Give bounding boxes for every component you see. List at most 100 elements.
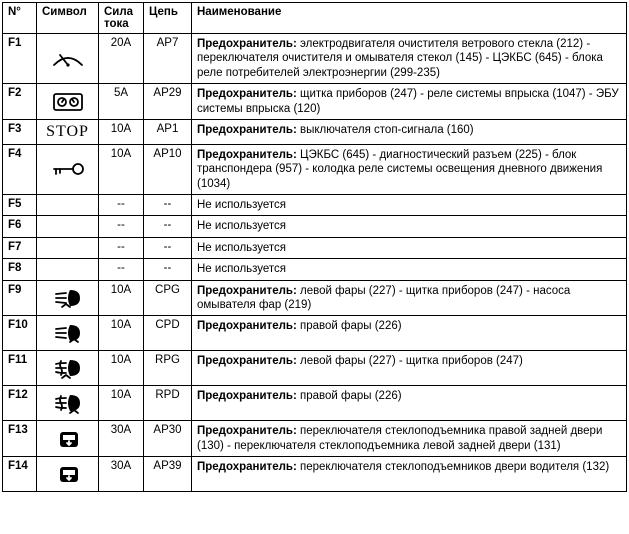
- fuse-number: F9: [3, 280, 37, 316]
- beam-left-wash-icon: [48, 286, 88, 310]
- key-icon: [48, 157, 88, 181]
- fuse-number: F13: [3, 421, 37, 457]
- table-row: F1430AAP39Предохранитель: переключателя …: [3, 457, 627, 492]
- header-symbol: Символ: [37, 3, 99, 34]
- unused-label: Не используется: [197, 242, 286, 254]
- circuit-cell: AP7: [144, 34, 192, 84]
- header-circuit: Цепь: [144, 3, 192, 34]
- fog-right-icon: [48, 391, 88, 415]
- current-cell: 30A: [99, 421, 144, 457]
- window-driver-icon: [48, 462, 88, 486]
- fuse-prefix: Предохранитель:: [197, 355, 297, 367]
- symbol-cell: [37, 144, 99, 194]
- circuit-cell: --: [144, 195, 192, 216]
- symbol-cell: [37, 421, 99, 457]
- circuit-cell: --: [144, 259, 192, 280]
- fuse-number: F3: [3, 119, 37, 144]
- circuit-cell: AP1: [144, 119, 192, 144]
- header-row: N° Символ Сила тока Цепь Наименование: [3, 3, 627, 34]
- header-current: Сила тока: [99, 3, 144, 34]
- table-row: F120AAP7Предохранитель: электродвигателя…: [3, 34, 627, 84]
- current-cell: 30A: [99, 457, 144, 492]
- circuit-cell: AP30: [144, 421, 192, 457]
- description-cell: Предохранитель: переключателя стеклоподъ…: [192, 421, 627, 457]
- symbol-cell: [37, 351, 99, 386]
- current-cell: --: [99, 195, 144, 216]
- fuse-description: переключателя стеклоподъемников двери во…: [297, 461, 609, 473]
- fuse-prefix: Предохранитель:: [197, 320, 297, 332]
- description-cell: Не используется: [192, 195, 627, 216]
- circuit-cell: RPG: [144, 351, 192, 386]
- symbol-cell: [37, 34, 99, 84]
- fuse-number: F4: [3, 144, 37, 194]
- fuse-description: выключателя стоп-сигнала (160): [297, 124, 474, 136]
- fuse-number: F1: [3, 34, 37, 84]
- fuse-prefix: Предохранитель:: [197, 390, 297, 402]
- description-cell: Предохранитель: выключателя стоп-сигнала…: [192, 119, 627, 144]
- circuit-cell: --: [144, 237, 192, 258]
- symbol-cell: [37, 259, 99, 280]
- fuse-prefix: Предохранитель:: [197, 149, 297, 161]
- circuit-cell: AP39: [144, 457, 192, 492]
- stop-icon: STOP: [42, 123, 93, 141]
- description-cell: Предохранитель: левой фары (227) - щитка…: [192, 280, 627, 316]
- fuse-prefix: Предохранитель:: [197, 38, 297, 50]
- fuse-prefix: Предохранитель:: [197, 461, 297, 473]
- current-cell: 10A: [99, 316, 144, 351]
- fuse-prefix: Предохранитель:: [197, 285, 297, 297]
- table-row: F1210ARPDПредохранитель: правой фары (22…: [3, 386, 627, 421]
- fuse-number: F10: [3, 316, 37, 351]
- table-row: F8 ---- Не используется: [3, 259, 627, 280]
- description-cell: Не используется: [192, 216, 627, 237]
- table-row: F910ACPGПредохранитель: левой фары (227)…: [3, 280, 627, 316]
- current-cell: --: [99, 259, 144, 280]
- unused-label: Не используется: [197, 220, 286, 232]
- symbol-cell: [37, 457, 99, 492]
- symbol-cell: [37, 280, 99, 316]
- fuse-number: F5: [3, 195, 37, 216]
- current-cell: 10A: [99, 119, 144, 144]
- current-cell: --: [99, 216, 144, 237]
- description-cell: Предохранитель: электродвигателя очистит…: [192, 34, 627, 84]
- symbol-cell: STOP: [37, 119, 99, 144]
- table-row: F6 ---- Не используется: [3, 216, 627, 237]
- fuse-number: F12: [3, 386, 37, 421]
- fuse-description: правой фары (226): [297, 320, 402, 332]
- description-cell: Предохранитель: щитка приборов (247) - р…: [192, 84, 627, 120]
- circuit-cell: RPD: [144, 386, 192, 421]
- description-cell: Предохранитель: переключателя стеклоподъ…: [192, 457, 627, 492]
- current-cell: 10A: [99, 351, 144, 386]
- current-cell: 10A: [99, 144, 144, 194]
- circuit-cell: --: [144, 216, 192, 237]
- fuse-number: F7: [3, 237, 37, 258]
- symbol-cell: [37, 84, 99, 120]
- table-row: F25AAP29Предохранитель: щитка приборов (…: [3, 84, 627, 120]
- symbol-cell: [37, 237, 99, 258]
- fuse-number: F6: [3, 216, 37, 237]
- table-row: F3STOP10AAP1Предохранитель: выключателя …: [3, 119, 627, 144]
- circuit-cell: AP10: [144, 144, 192, 194]
- unused-label: Не используется: [197, 199, 286, 211]
- beam-right-icon: [48, 321, 88, 345]
- fuse-table: N° Символ Сила тока Цепь Наименование F1…: [2, 2, 627, 492]
- description-cell: Предохранитель: левой фары (227) - щитка…: [192, 351, 627, 386]
- fuse-number: F14: [3, 457, 37, 492]
- fuse-prefix: Предохранитель:: [197, 425, 297, 437]
- fog-left-icon: [48, 356, 88, 380]
- description-cell: Не используется: [192, 259, 627, 280]
- unused-label: Не используется: [197, 263, 286, 275]
- window-rear-icon: [48, 427, 88, 451]
- description-cell: Не используется: [192, 237, 627, 258]
- symbol-cell: [37, 316, 99, 351]
- dashboard-icon: [48, 90, 88, 114]
- fuse-prefix: Предохранитель:: [197, 124, 297, 136]
- fuse-description: левой фары (227) - щитка приборов (247): [297, 355, 523, 367]
- table-row: F410AAP10Предохранитель: ЦЭКБС (645) - д…: [3, 144, 627, 194]
- current-cell: 10A: [99, 280, 144, 316]
- wiper-icon: [48, 47, 88, 71]
- header-num: N°: [3, 3, 37, 34]
- table-row: F7 ---- Не используется: [3, 237, 627, 258]
- current-cell: --: [99, 237, 144, 258]
- fuse-number: F8: [3, 259, 37, 280]
- table-row: F13 30AAP30Предохранитель: переключателя …: [3, 421, 627, 457]
